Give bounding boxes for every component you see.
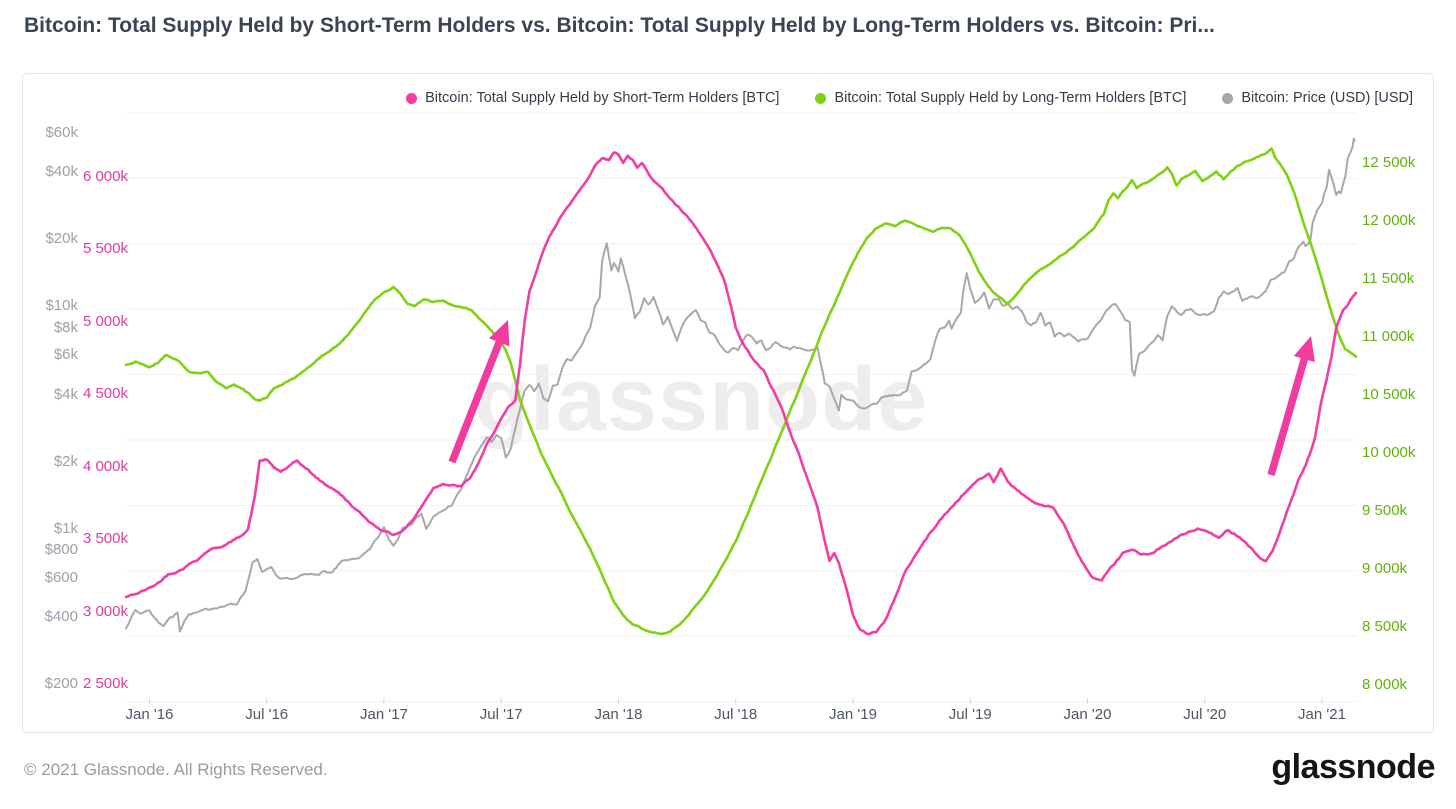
y-axis-label-usd: $40k bbox=[45, 163, 78, 181]
x-axis-label: Jan '17 bbox=[360, 706, 408, 723]
y-axis-label-usd: $800 bbox=[44, 541, 78, 559]
y-axis-label-usd: $8k bbox=[53, 318, 78, 336]
series-line-bitcoin-total-supply-held-by-long-term-holders-btc bbox=[124, 147, 1358, 636]
x-axis-label: Jul '17 bbox=[479, 706, 523, 723]
y-axis-label-usd: $1k bbox=[53, 519, 78, 537]
y-axis-label-lth: 8 500k bbox=[1362, 618, 1408, 635]
legend-item-long-term-holders[interactable]: Bitcoin: Total Supply Held by Long-Term … bbox=[815, 90, 1186, 106]
y-axis-label-lth: 8 000k bbox=[1362, 676, 1408, 693]
y-axis-label-lth: 10 500k bbox=[1362, 386, 1416, 403]
x-axis-label: Jan '16 bbox=[125, 706, 174, 723]
y-axis-label-usd: $600 bbox=[44, 568, 78, 586]
y-axis-label-usd: $10k bbox=[45, 297, 78, 315]
y-axis-label-sth: 2 500k bbox=[82, 675, 128, 692]
legend-dot-pink-icon bbox=[406, 92, 418, 104]
y-axis-label-usd: $4k bbox=[53, 385, 78, 403]
y-axis-label-lth: 11 000k bbox=[1362, 328, 1415, 345]
x-axis-ticks bbox=[148, 698, 1323, 704]
y-axis-label-sth: 6 000k bbox=[82, 168, 128, 185]
y-axis-label-sth: 3 000k bbox=[82, 602, 128, 620]
arrow-annotation-2 bbox=[1267, 336, 1315, 477]
series-line-bitcoin-total-supply-held-by-short-term-holders-btc bbox=[124, 151, 1358, 636]
gridlines bbox=[126, 112, 1356, 703]
y-axis-label-usd: $400 bbox=[44, 608, 78, 626]
y-axis-label-usd: $2k bbox=[53, 452, 78, 470]
y-axis-label-usd: $20k bbox=[45, 230, 78, 248]
arrow-annotations bbox=[448, 320, 1315, 477]
x-axis-label: Jan '20 bbox=[1063, 706, 1112, 723]
legend-dot-gray-icon bbox=[1222, 92, 1234, 104]
glassnode-logo: glassnode bbox=[1271, 748, 1435, 786]
y-axis-label-sth: 4 500k bbox=[82, 385, 128, 403]
y-axis-label-lth: 10 000k bbox=[1362, 444, 1416, 461]
x-axis-label: Jul '16 bbox=[245, 706, 289, 723]
y-axis-label-sth: 5 500k bbox=[82, 240, 128, 258]
chart-legend: Bitcoin: Total Supply Held by Short-Term… bbox=[406, 90, 1413, 106]
arrow-annotation-1 bbox=[448, 320, 510, 464]
y-axis-label-lth: 9 500k bbox=[1362, 502, 1408, 519]
x-axis-label: Jan '18 bbox=[594, 706, 643, 723]
series-line-bitcoin-price-usd-usd bbox=[125, 137, 1356, 633]
y-axis-label-usd: $6k bbox=[53, 346, 78, 364]
x-axis-label: Jul '19 bbox=[948, 706, 992, 723]
legend-label: Bitcoin: Total Supply Held by Long-Term … bbox=[834, 90, 1187, 106]
y-axis-label-sth: 3 500k bbox=[82, 530, 128, 548]
y-axis-label-usd: $60k bbox=[45, 124, 78, 142]
chart-card bbox=[22, 73, 1434, 733]
legend-item-price-usd[interactable]: Bitcoin: Price (USD) [USD] bbox=[1222, 90, 1413, 106]
x-axis-label: Jan '19 bbox=[829, 706, 877, 723]
y-axis-label-sth: 5 000k bbox=[82, 312, 128, 330]
x-axis-label: Jul '18 bbox=[714, 706, 758, 723]
y-axis-label-sth: 4 000k bbox=[82, 457, 128, 475]
y-axis-label-lth: 12 500k bbox=[1362, 154, 1416, 171]
y-axis-label-lth: 11 500k bbox=[1362, 270, 1415, 287]
y-axis-label-usd: $200 bbox=[44, 675, 78, 692]
y-axis-label-lth: 9 000k bbox=[1362, 560, 1408, 577]
legend-label: Bitcoin: Price (USD) [USD] bbox=[1241, 90, 1413, 106]
series-lines bbox=[124, 137, 1358, 636]
legend-label: Bitcoin: Total Supply Held by Short-Term… bbox=[425, 90, 780, 106]
legend-item-short-term-holders[interactable]: Bitcoin: Total Supply Held by Short-Term… bbox=[406, 90, 779, 106]
x-axis-label: Jan '21 bbox=[1298, 706, 1346, 723]
y-axis-label-lth: 12 000k bbox=[1362, 212, 1416, 229]
x-axis-label: Jul '20 bbox=[1183, 706, 1227, 723]
copyright-text: © 2021 Glassnode. All Rights Reserved. bbox=[24, 760, 328, 779]
legend-dot-green-icon bbox=[815, 92, 827, 104]
